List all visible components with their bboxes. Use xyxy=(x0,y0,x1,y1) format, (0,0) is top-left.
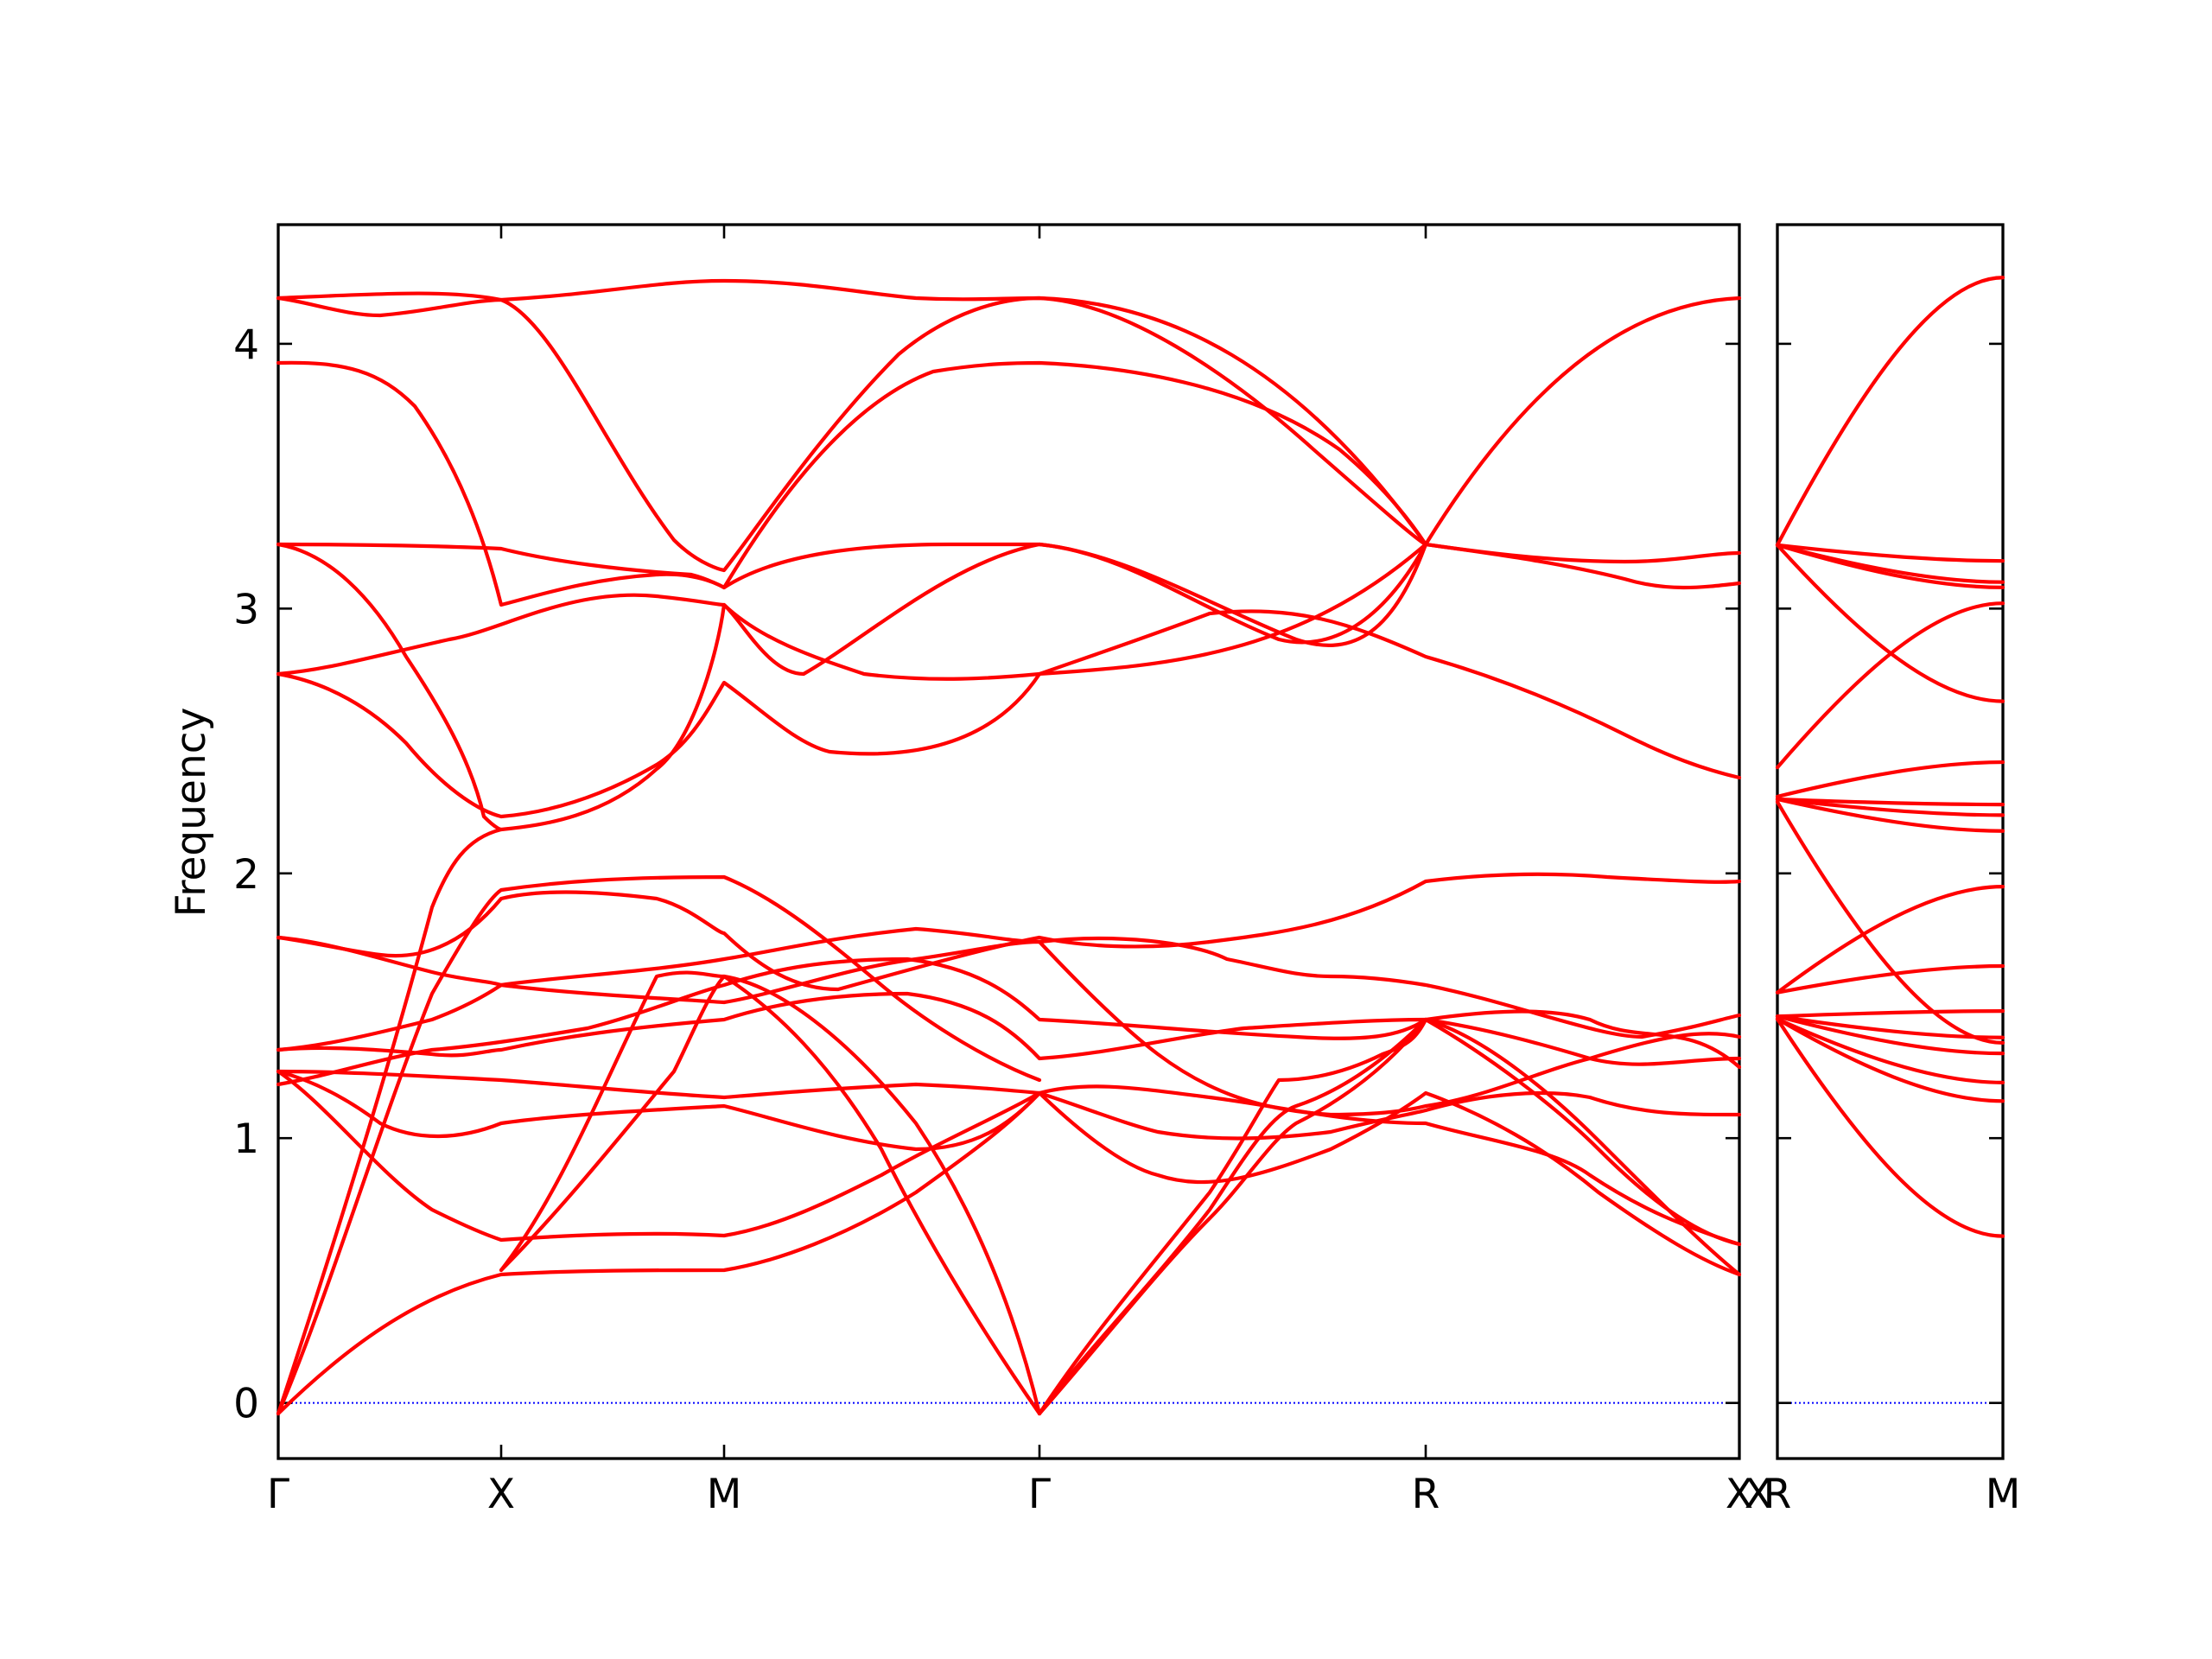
y-tick-label: 2 xyxy=(233,851,259,899)
x-tick-label: Γ xyxy=(267,1471,289,1518)
band-line-rm-15 xyxy=(1775,1014,2005,1039)
band-line-23 xyxy=(1037,1017,1742,1416)
band-line-rm-17 xyxy=(1775,1017,2005,1084)
band-line-16 xyxy=(276,1090,1042,1416)
band-line-rm-2 xyxy=(1775,543,2005,563)
band-line-rm-4 xyxy=(1775,543,2005,589)
y-tick-label: 3 xyxy=(233,586,259,633)
x-tick-label: Γ xyxy=(1028,1471,1051,1518)
y-axis-label: Frequency xyxy=(168,708,215,918)
band-line-rm-5 xyxy=(1775,543,2005,703)
x-tick-label: X xyxy=(1726,1471,1753,1518)
band-line-11 xyxy=(276,991,1742,1066)
band-line-14 xyxy=(276,1069,1742,1247)
band-line-5 xyxy=(276,542,1428,832)
y-tick-label: 4 xyxy=(233,321,259,369)
y-tick-label: 0 xyxy=(233,1381,259,1428)
plot-panel-1: 0 1 2 3 4 Γ X M Γ R X xyxy=(233,223,1753,1518)
band-line-rm-12 xyxy=(1775,884,2005,995)
band-line-22 xyxy=(1037,1017,1428,1416)
band-line-6 xyxy=(276,542,1742,681)
band-line-rm-18 xyxy=(1775,1017,2005,1103)
x-tick-label: R xyxy=(1412,1471,1440,1518)
band-line-rm-9 xyxy=(1775,797,2005,817)
band-line-19 xyxy=(499,974,1042,1416)
band-line-12 xyxy=(276,957,1742,1087)
x-tick-label: X xyxy=(1745,1471,1772,1518)
band-line-2 xyxy=(276,296,1428,573)
band-line-rm-8 xyxy=(1775,797,2005,807)
y-tick-label: 1 xyxy=(233,1116,259,1163)
band-line-10 xyxy=(276,926,1742,1117)
band-line-3 xyxy=(276,360,1428,607)
band-line-20 xyxy=(499,970,1042,1416)
band-line-24 xyxy=(1423,1017,1742,1277)
band-line-18 xyxy=(276,827,504,1416)
band-line-rm-16 xyxy=(1775,1014,2005,1056)
x-tick-label: M xyxy=(707,1471,742,1518)
band-line-7 xyxy=(276,609,1742,819)
band-line-13 xyxy=(276,1069,1742,1141)
band-line-rm-3 xyxy=(1775,543,2005,584)
x-tick-label: M xyxy=(1986,1471,2021,1518)
band-line-rm-19 xyxy=(1775,1017,2005,1238)
band-line-rm-13 xyxy=(1775,963,2005,995)
band-line-9 xyxy=(276,872,1742,992)
band-line-21 xyxy=(1037,1017,1428,1416)
band-line-rm-6 xyxy=(1775,601,2005,770)
x-tick-label: X xyxy=(487,1471,515,1518)
band-line-17 xyxy=(276,874,1042,1416)
panel-frame xyxy=(276,223,1741,1460)
band-line-rm-7 xyxy=(1775,760,2005,799)
band-line-rm-10 xyxy=(1775,797,2005,833)
band-line-rm-14 xyxy=(1775,1009,2005,1019)
band-line-rm-11 xyxy=(1775,799,2005,1045)
band-line-1 xyxy=(276,278,1742,547)
panel-frame xyxy=(1776,223,2005,1460)
x-tick-label: R xyxy=(1764,1471,1792,1518)
band-line-rm-1 xyxy=(1775,276,2005,547)
band-line-15 xyxy=(276,1069,1742,1277)
